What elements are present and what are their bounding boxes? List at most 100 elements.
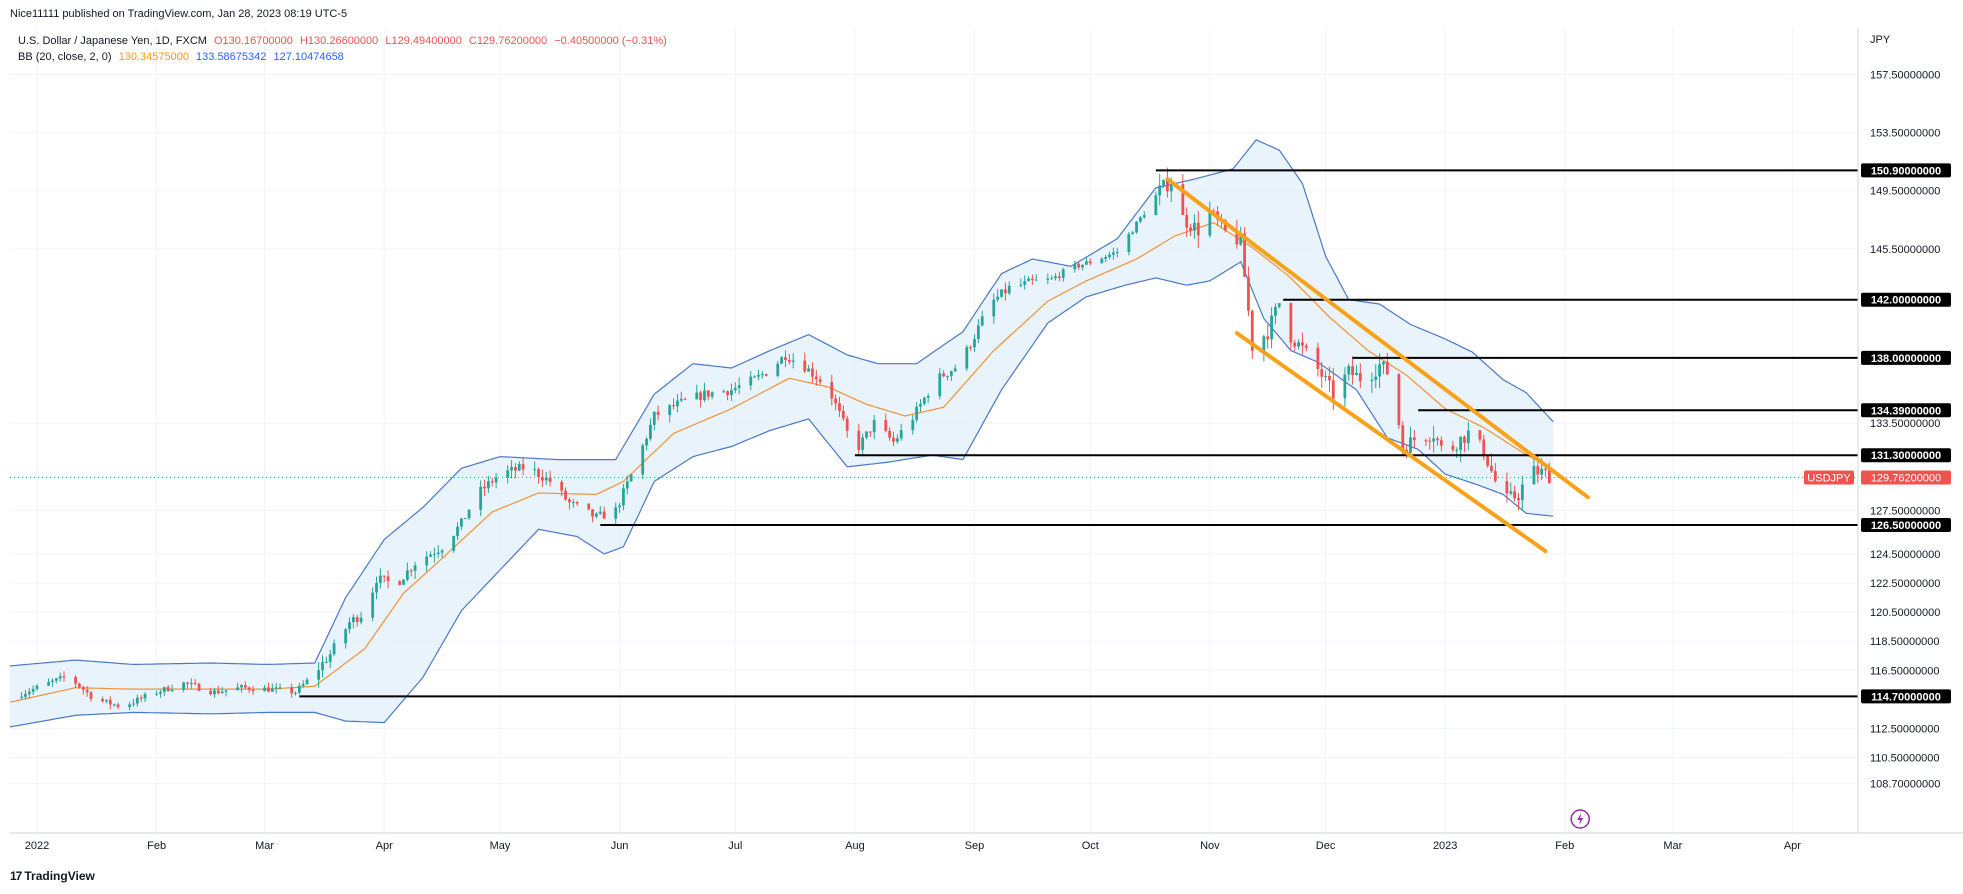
candle-body <box>1185 215 1189 228</box>
candle-body <box>1532 466 1536 485</box>
candle <box>1436 436 1439 446</box>
candle <box>1439 436 1443 452</box>
watermark-text: TradingView <box>24 869 95 883</box>
close-value: C129.76200000 <box>468 35 548 47</box>
candle-body <box>328 654 332 662</box>
candle <box>1139 216 1142 224</box>
candle-body <box>506 470 510 478</box>
symbol-tag-box <box>1804 470 1854 485</box>
candle <box>1208 201 1212 238</box>
candle <box>1297 339 1300 350</box>
candle-body <box>614 507 618 519</box>
candle-body <box>1293 342 1297 347</box>
candle-body <box>992 299 996 317</box>
candle <box>47 678 50 686</box>
candle <box>301 680 305 688</box>
candle-body <box>1100 258 1104 264</box>
candle <box>787 353 791 365</box>
candle-body <box>1270 315 1273 340</box>
candle-body <box>1169 184 1173 192</box>
candle <box>159 689 162 698</box>
candle-body <box>467 509 471 519</box>
candle <box>749 370 753 391</box>
candle <box>105 699 108 704</box>
candle <box>780 356 784 365</box>
candle <box>54 677 58 684</box>
candle-body <box>625 481 629 489</box>
candle-body <box>973 339 976 348</box>
candle-body <box>143 694 147 699</box>
candle <box>1162 179 1165 188</box>
candle <box>463 518 467 520</box>
candle-body <box>541 477 544 481</box>
candle <box>722 389 726 393</box>
candle-body <box>359 617 363 623</box>
candle-body <box>868 431 872 433</box>
candle <box>1277 303 1281 309</box>
candle <box>297 682 301 695</box>
flash-icon-bolt <box>1577 813 1584 825</box>
candle <box>429 551 432 558</box>
candle-body <box>1046 278 1050 280</box>
tradingview-watermark[interactable]: 17 TradingView <box>10 869 95 883</box>
candle-body <box>1023 281 1027 285</box>
candle-body <box>85 689 89 693</box>
candle-body <box>1544 468 1547 470</box>
event-flash-icon[interactable] <box>1570 809 1590 829</box>
candle-body <box>155 693 159 695</box>
candle <box>328 649 332 669</box>
candle-body <box>787 360 791 362</box>
candle <box>490 477 494 487</box>
candle <box>1023 275 1027 290</box>
candle-body <box>1424 440 1428 442</box>
bb-lower-value: 127.10474658 <box>273 51 344 63</box>
x-tick-label: May <box>490 840 511 852</box>
candle-body <box>1509 491 1513 494</box>
candle <box>1532 459 1536 485</box>
support-resistance-levels[interactable]: 150.90000000 142.00000000 138.00000000 134.… <box>10 163 1951 704</box>
candle <box>872 414 876 440</box>
candle-body <box>1235 230 1239 245</box>
candle <box>649 418 652 441</box>
bb-legend-line[interactable]: BB (20, close, 2, 0) 130.34575000 133.58… <box>18 51 348 63</box>
candle-body <box>949 371 953 376</box>
candle-body <box>1274 306 1277 316</box>
candle-body <box>564 490 567 500</box>
candle-body <box>537 469 540 478</box>
candle <box>355 614 359 627</box>
candles <box>20 167 1551 711</box>
candle-body <box>1324 375 1327 377</box>
candle <box>290 683 294 698</box>
candle <box>382 575 386 583</box>
candle-body <box>872 420 876 433</box>
level-label-box <box>1861 163 1951 178</box>
x-tick-label: Apr <box>1784 840 1801 852</box>
candle <box>926 393 930 403</box>
candle <box>1270 307 1273 349</box>
candle-body <box>618 505 621 508</box>
publisher-line: Nice11111 published on TradingView.com, … <box>10 8 348 20</box>
candle-body <box>1019 284 1023 286</box>
candle <box>332 639 336 656</box>
candle <box>1301 332 1304 355</box>
candle <box>263 684 267 692</box>
candle-body <box>911 419 915 431</box>
candle-body <box>865 431 868 438</box>
descending-channel[interactable] <box>1165 177 1590 554</box>
candle-body <box>1540 468 1544 475</box>
candle <box>618 502 621 514</box>
candle-body <box>317 670 321 680</box>
candle <box>1409 426 1412 454</box>
candle-body <box>1382 361 1385 365</box>
tradingview-logo-icon: 17 <box>10 869 22 883</box>
candle-body <box>348 622 351 630</box>
candle-body <box>139 697 143 699</box>
candle-body <box>652 411 656 425</box>
candle <box>1478 429 1482 443</box>
candle-body <box>760 374 764 376</box>
candle-body <box>922 397 926 404</box>
candle <box>764 373 768 377</box>
candle <box>922 396 926 406</box>
candle <box>479 480 483 517</box>
